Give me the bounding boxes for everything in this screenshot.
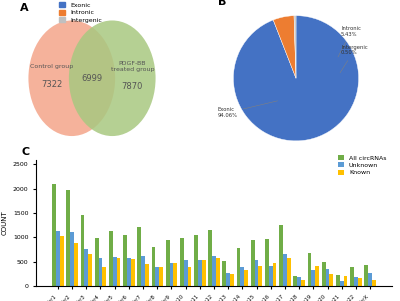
Bar xyxy=(368,273,372,286)
Bar xyxy=(84,250,88,286)
Bar xyxy=(212,256,216,286)
Bar xyxy=(184,260,188,286)
Bar xyxy=(180,238,184,286)
Bar xyxy=(70,232,74,286)
Text: Control group: Control group xyxy=(30,64,73,69)
Bar xyxy=(116,258,120,286)
Bar xyxy=(80,216,84,286)
Bar xyxy=(74,243,78,286)
Bar xyxy=(258,266,262,286)
Bar xyxy=(137,227,141,286)
Bar xyxy=(340,281,344,286)
Text: Intergenic
0.50%: Intergenic 0.50% xyxy=(340,45,368,73)
Text: C: C xyxy=(22,147,30,157)
Legend: All circRNAs, Unknown, Known: All circRNAs, Unknown, Known xyxy=(335,153,389,178)
Bar xyxy=(194,235,198,286)
Y-axis label: COUNT: COUNT xyxy=(1,210,7,235)
Bar xyxy=(230,274,234,286)
Text: 7322: 7322 xyxy=(41,79,62,88)
Bar xyxy=(358,278,362,286)
Bar xyxy=(308,253,312,286)
Text: 6999: 6999 xyxy=(82,74,102,83)
Bar xyxy=(273,263,276,286)
Bar xyxy=(315,265,319,286)
Bar xyxy=(102,268,106,286)
Bar xyxy=(372,280,376,286)
Bar xyxy=(326,269,330,286)
Bar xyxy=(145,264,149,286)
Bar xyxy=(141,256,145,286)
Bar xyxy=(336,275,340,286)
Bar xyxy=(265,239,269,286)
Bar xyxy=(222,261,226,286)
Ellipse shape xyxy=(69,20,156,136)
Bar xyxy=(152,247,155,286)
Bar xyxy=(123,235,127,286)
Bar xyxy=(127,258,131,286)
Bar xyxy=(297,277,301,286)
Bar xyxy=(66,190,70,286)
Bar xyxy=(322,262,326,286)
Legend: Exonic, Intronic, Intergenic: Exonic, Intronic, Intergenic xyxy=(56,0,105,25)
Bar xyxy=(312,270,315,286)
Text: 7870: 7870 xyxy=(122,82,143,92)
Text: Exonic
94.06%: Exonic 94.06% xyxy=(218,101,278,118)
Bar xyxy=(240,266,244,286)
Bar xyxy=(251,240,255,286)
Wedge shape xyxy=(294,16,296,78)
Bar xyxy=(88,254,92,286)
Bar xyxy=(95,238,98,286)
Bar xyxy=(109,231,113,286)
Bar xyxy=(188,266,191,286)
Bar xyxy=(170,263,173,286)
Wedge shape xyxy=(233,16,359,141)
Bar xyxy=(287,258,291,286)
Bar xyxy=(269,266,273,286)
Bar xyxy=(237,248,240,286)
Bar xyxy=(159,268,163,286)
Wedge shape xyxy=(273,16,296,78)
Bar xyxy=(330,274,333,286)
Bar xyxy=(98,258,102,286)
Bar xyxy=(255,260,258,286)
Text: Intronic
5.43%: Intronic 5.43% xyxy=(338,26,361,57)
Bar xyxy=(301,280,305,286)
Bar xyxy=(364,265,368,286)
Bar xyxy=(293,276,297,286)
Bar xyxy=(155,266,159,286)
Ellipse shape xyxy=(28,20,115,136)
Bar xyxy=(354,277,358,286)
Bar xyxy=(283,254,287,286)
Text: B: B xyxy=(218,0,226,7)
Bar xyxy=(244,270,248,286)
Text: A: A xyxy=(20,3,28,13)
Bar xyxy=(131,259,135,286)
Bar xyxy=(113,257,116,286)
Bar xyxy=(166,240,170,286)
Bar xyxy=(198,260,202,286)
Bar xyxy=(226,273,230,286)
Text: PDGF-BB
treated group: PDGF-BB treated group xyxy=(111,61,154,72)
Bar xyxy=(344,276,348,286)
Bar xyxy=(279,225,283,286)
Bar xyxy=(216,258,220,286)
Bar xyxy=(208,230,212,286)
Bar xyxy=(60,236,64,286)
Bar xyxy=(350,267,354,286)
Bar xyxy=(173,263,177,286)
Bar xyxy=(56,231,60,286)
Bar xyxy=(202,260,206,286)
Bar xyxy=(52,184,56,286)
